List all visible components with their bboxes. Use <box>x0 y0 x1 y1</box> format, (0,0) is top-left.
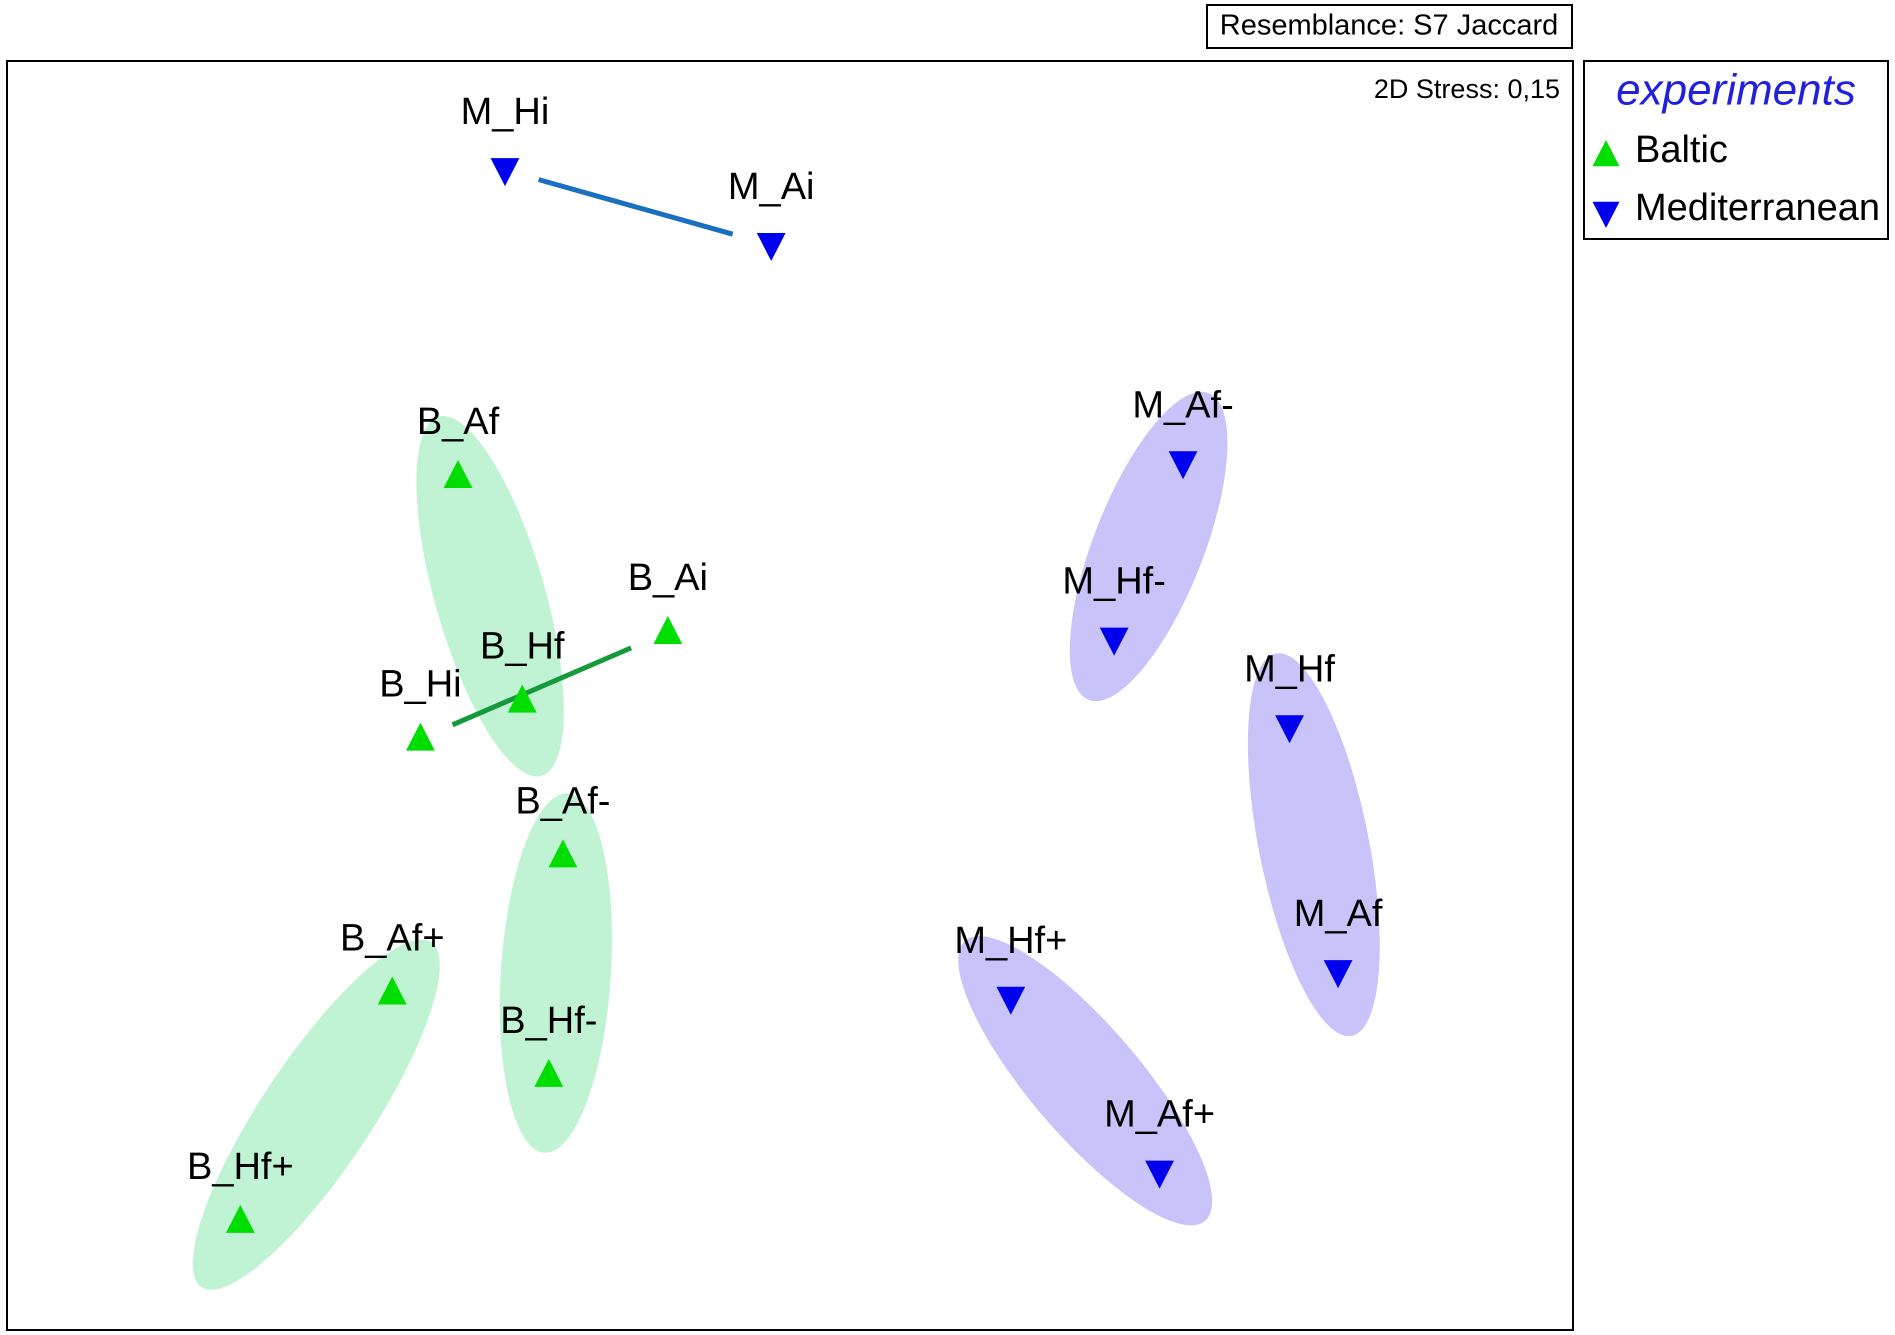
link-line <box>451 645 633 728</box>
point <box>996 986 1026 1015</box>
legend-title: experiments <box>1616 66 1856 115</box>
point-label: B_Hf <box>480 626 565 668</box>
legend-marker <box>1592 201 1620 228</box>
group-ellipse <box>958 936 1213 1226</box>
group-ellipse <box>1247 653 1380 1037</box>
point-label: B_Ai <box>628 557 708 599</box>
point-label: M_Hi <box>461 91 550 133</box>
point-label: B_Af- <box>515 780 610 822</box>
point-label: M_Af+ <box>1104 1094 1215 1136</box>
point-label: B_Af <box>417 401 500 443</box>
point <box>507 684 537 713</box>
point-label: B_Hf- <box>500 1000 597 1042</box>
point <box>1145 1160 1174 1189</box>
marks: B_Af B_Ai B_Hf B_Hi B_Af- B_Af+ B_Hf- B_Hf+ Balt… <box>187 91 1880 1233</box>
groups <box>192 177 1380 1290</box>
point <box>1168 451 1198 480</box>
point-label: M_Hf <box>1244 648 1335 690</box>
point <box>756 233 786 262</box>
group-ellipse <box>499 793 612 1153</box>
point <box>377 976 407 1005</box>
stress-annotation: 2D Stress: 0,15 <box>1374 74 1560 104</box>
group-ellipse <box>192 939 440 1290</box>
point-label: B_Hf+ <box>187 1146 294 1188</box>
point-label: M_Hf- <box>1062 561 1165 603</box>
legend-label: Mediterranean <box>1635 187 1880 229</box>
point <box>548 839 578 868</box>
link-line <box>538 177 734 237</box>
legend-label: Baltic <box>1635 129 1728 171</box>
chart-title: Resemblance: S7 Jaccard <box>1220 10 1559 42</box>
point <box>1323 960 1353 989</box>
point <box>653 616 683 645</box>
point-label: M_Ai <box>728 166 815 208</box>
legend-box <box>1583 60 1889 240</box>
point <box>490 158 520 187</box>
point-label: M_Af- <box>1132 384 1233 426</box>
legend-marker <box>1592 140 1620 167</box>
title-box <box>1206 4 1573 49</box>
group-ellipse <box>416 416 564 777</box>
point <box>443 459 473 488</box>
point <box>534 1058 564 1087</box>
point-label: M_Af <box>1294 893 1383 935</box>
point <box>1099 627 1129 656</box>
point <box>406 722 435 751</box>
point-label: B_Af+ <box>340 917 445 959</box>
point <box>225 1204 255 1233</box>
point-label: M_Hf+ <box>954 920 1067 962</box>
point-label: B_Hi <box>379 664 461 706</box>
point <box>1275 715 1304 744</box>
